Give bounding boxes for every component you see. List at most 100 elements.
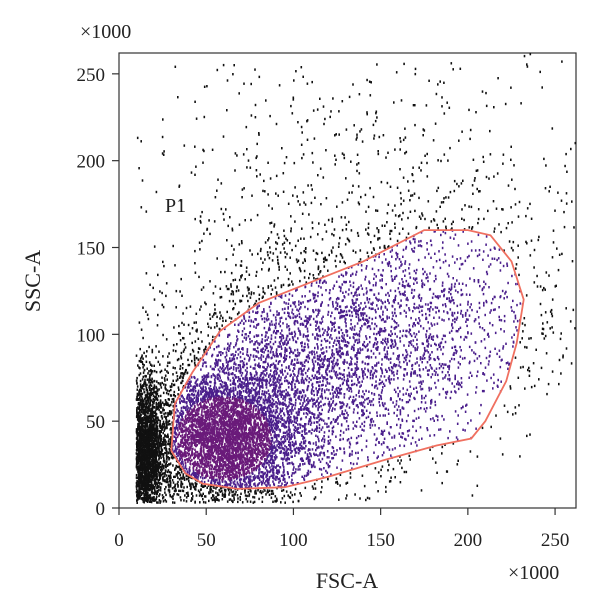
gated-event-dot	[184, 451, 187, 454]
gated-event-dot	[224, 392, 226, 396]
gated-event-dot	[249, 483, 251, 486]
event-dot	[313, 497, 316, 501]
gated-event-dot	[206, 413, 208, 416]
gated-event-dot	[291, 420, 294, 423]
gated-event-dot	[227, 418, 230, 421]
gated-event-dot	[199, 450, 202, 453]
gated-event-dot	[235, 459, 238, 462]
event-dot	[188, 363, 191, 367]
gated-event-dot	[263, 443, 266, 446]
event-dot	[175, 464, 178, 468]
gated-event-dot	[278, 428, 280, 431]
gated-event-dot	[191, 444, 193, 447]
gated-event-dot	[223, 460, 225, 464]
gated-event-dot	[259, 418, 262, 421]
gated-event-dot	[241, 422, 243, 426]
gated-event-dot	[231, 464, 234, 468]
gated-event-dot	[243, 406, 245, 409]
gated-event-dot	[231, 433, 234, 437]
gated-event-dot	[228, 472, 231, 475]
gated-event-dot	[229, 449, 231, 453]
gated-event-dot	[256, 412, 258, 416]
gated-event-dot	[182, 460, 184, 464]
gated-event-dot	[257, 402, 259, 405]
gated-event-dot	[244, 446, 246, 450]
gated-event-dot	[246, 391, 248, 394]
gated-event-dot	[207, 414, 210, 417]
gated-event-dot	[273, 379, 275, 382]
gated-event-dot	[302, 459, 304, 462]
gated-event-dot	[280, 438, 282, 441]
gated-event-dot	[283, 390, 285, 393]
gated-event-dot	[278, 481, 280, 484]
event-dot	[173, 486, 175, 489]
event-dot	[160, 434, 162, 438]
gated-event-dot	[203, 468, 206, 472]
gated-event-dot	[229, 424, 232, 427]
event-dot	[257, 489, 259, 492]
event-dot	[219, 487, 222, 490]
gated-event-dot	[278, 444, 281, 447]
gated-event-dot	[227, 483, 229, 486]
event-dot	[297, 499, 300, 503]
gated-event-dot	[202, 438, 204, 441]
gated-event-dot	[245, 452, 248, 455]
gated-event-dot	[188, 457, 190, 460]
gated-event-dot	[228, 439, 230, 442]
gated-event-dot	[204, 397, 206, 400]
gated-event-dot	[188, 459, 190, 462]
gated-event-dot	[228, 412, 231, 416]
gated-event-dot	[224, 431, 227, 435]
gated-event-dot	[267, 397, 270, 400]
gated-event-dot	[185, 426, 187, 429]
event-dot	[164, 379, 166, 382]
event-dot	[163, 377, 166, 380]
gated-event-dot	[238, 378, 240, 381]
gated-event-dot	[303, 440, 305, 443]
gated-event-dot	[292, 424, 295, 427]
gated-event-dot	[268, 424, 271, 427]
gated-event-dot	[279, 428, 282, 432]
gated-event-dot	[234, 443, 236, 447]
gated-event-dot	[290, 434, 293, 437]
event-dot	[176, 493, 178, 496]
gated-event-dot	[172, 451, 175, 454]
gated-event-dot	[187, 443, 190, 447]
gated-event-dot	[253, 451, 256, 454]
gated-event-dot	[200, 380, 203, 384]
gated-event-dot	[217, 434, 219, 438]
event-dot	[165, 391, 168, 395]
event-dot	[145, 360, 148, 363]
gated-event-dot	[200, 465, 203, 468]
gated-event-dot	[229, 437, 232, 441]
gated-event-dot	[227, 456, 229, 460]
gated-event-dot	[282, 471, 285, 474]
gated-event-dot	[186, 458, 188, 461]
gated-event-dot	[262, 474, 264, 477]
gated-event-dot	[176, 420, 178, 423]
gated-event-dot	[201, 409, 203, 412]
gated-event-dot	[250, 433, 253, 437]
gated-event-dot	[201, 397, 204, 400]
gated-event-dot	[227, 409, 230, 412]
gated-event-dot	[240, 478, 243, 481]
gated-event-dot	[235, 484, 237, 487]
gated-event-dot	[215, 363, 217, 366]
gated-event-dot	[227, 464, 230, 467]
gated-event-dot	[195, 433, 198, 437]
event-dot	[194, 485, 197, 488]
event-dot	[170, 456, 173, 459]
event-dot	[186, 371, 188, 375]
gated-event-dot	[234, 353, 236, 357]
gated-event-dot	[186, 410, 188, 413]
gated-event-dot	[206, 411, 208, 414]
event-dot	[170, 452, 172, 456]
gated-event-dot	[230, 390, 232, 393]
gated-event-dot	[204, 470, 206, 473]
gated-event-dot	[231, 417, 233, 420]
event-dot	[171, 487, 174, 490]
event-dot	[200, 488, 202, 491]
gated-event-dot	[239, 393, 242, 396]
gated-event-dot	[239, 482, 242, 485]
gated-event-dot	[208, 427, 210, 430]
